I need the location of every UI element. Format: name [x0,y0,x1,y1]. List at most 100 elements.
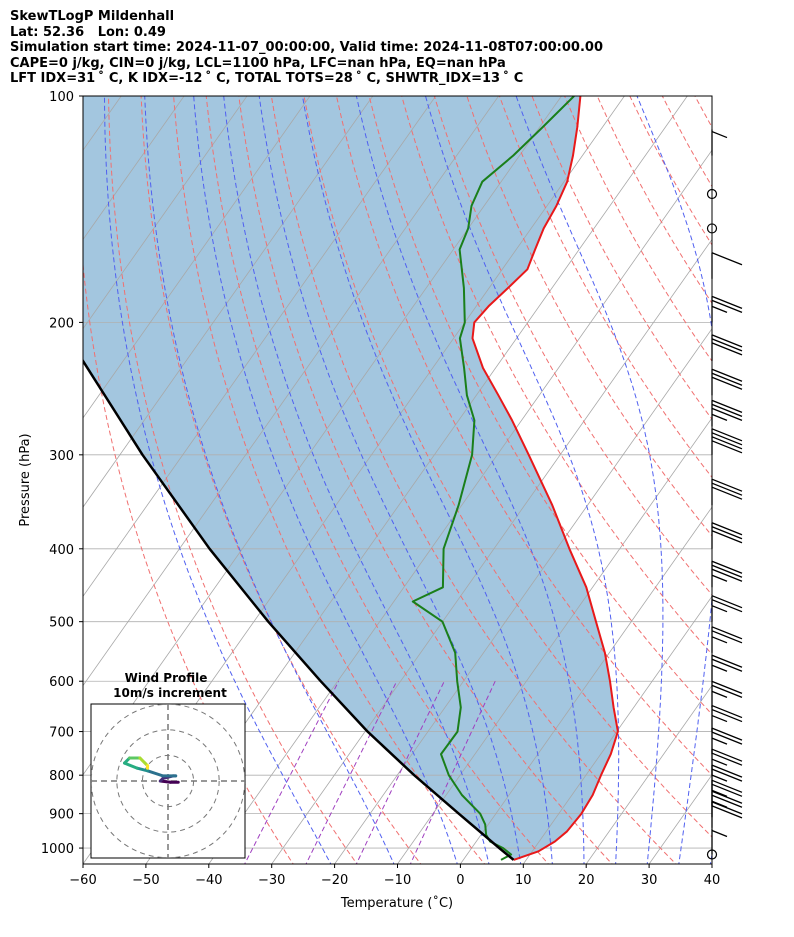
dry-adiabat-line [596,96,712,304]
barb-half [711,690,728,698]
wind-barb [711,560,743,588]
barb-flag [711,783,743,797]
cape-line: CAPE=0 j/kg, CIN=0 j/kg, LCL=1100 hPa, L… [10,55,506,71]
hodograph-ring [116,729,220,833]
barb-half [711,130,728,139]
x-tick-label: 20 [578,873,595,888]
barb-flag [711,295,743,309]
dry-adiabat-line [140,96,422,864]
y-tick-label: 600 [49,675,74,690]
cape-cin-shading [83,96,618,860]
mixing-ratio-line [355,680,445,864]
x-tick-label: −60 [69,873,96,888]
dry-adiabat-line [83,259,294,864]
dry-adiabat-line [760,96,794,867]
wind-barb [711,252,743,279]
barb-flag [711,530,743,544]
y-tick-label: 900 [49,808,74,823]
chart-title: SkewTLogP Mildenhall [10,9,175,24]
barb-flag [711,568,743,582]
barb-flag [711,482,743,496]
isotherm-line [83,96,248,330]
wind-barb [706,223,718,234]
dry-adiabat-line [270,96,677,864]
x-tick-label: 10 [515,873,532,888]
barb-flag [711,478,743,492]
x-tick-label: −20 [321,873,348,888]
barb-flag [711,790,743,804]
wind-barb [706,188,718,200]
barb-flag [711,779,743,793]
barb-flag [711,338,743,352]
barb-half [711,758,728,766]
temperature-line [471,96,619,861]
moist-adiabat-line [223,96,490,864]
axes: −60 −50 −40 −30 −20 −10 0 10 20 30 40 100 200 300 400 5… [41,90,720,888]
barb-flag [711,342,743,356]
dry-adiabat-line [205,96,549,864]
barb-flag [711,486,743,500]
barb-flag [711,376,743,390]
x-tick-label: 30 [641,873,658,888]
barb-flag [711,658,743,672]
wind-barb [711,295,743,323]
x-tick-label: −30 [258,873,285,888]
dry-adiabat-line [433,96,712,596]
isotherm-line [648,774,712,864]
barb-half [711,605,728,613]
y-tick-label: 200 [49,316,74,331]
barb-flag [711,560,743,574]
location-line: Lat: 52.36 Lon: 0.49 [10,24,166,40]
barb-flag [711,428,743,442]
isotherm-line [0,83,68,867]
isotherm-line [711,863,712,864]
mixing-ratio-line [305,680,398,864]
barb-half [711,829,728,838]
moist-adiabat-line [144,96,395,864]
barb-half [711,574,728,582]
isotherm-line [334,327,712,864]
y-tick-label: 500 [49,616,74,631]
chart-header: SkewTLogP Mildenhall Lat: 52.36 Lon: 0.4… [10,9,603,87]
inset-title: Wind Profile [125,671,208,685]
dry-adiabat-line [108,96,358,864]
wind-barb [711,334,743,361]
wind-barb [711,478,743,506]
time-line: Simulation start time: 2024-11-07_00:00:… [10,40,603,56]
mixing-ratio-line [244,680,340,864]
isotherm-line [83,96,374,508]
dry-adiabat-line [498,96,712,479]
y-tick-label: 300 [49,449,74,464]
wind-barb [711,368,743,396]
isotherm-line [83,96,500,687]
x-tick-label: −50 [132,873,159,888]
barb-flag [711,748,743,762]
hodograph-segment [135,766,150,773]
barb-flag [711,731,743,745]
isotherm-line [83,96,311,419]
wind-barb [711,129,728,156]
index-line: LFT IDX=31 ˚ C, K IDX=-12 ˚ C, TOTAL TOT… [10,71,524,87]
barb-flag [711,334,743,348]
barb-flag [711,432,743,446]
plot-area [0,83,794,867]
barb-half [711,789,728,797]
isotherm-line [208,149,712,864]
x-tick-label: 40 [704,873,721,888]
barb-half [711,714,728,723]
x-axis-label: Temperature (˚C) [340,895,453,911]
barb-flag [711,595,743,609]
isotherm-line [459,506,712,864]
dry-adiabat-line [303,96,712,838]
barb-flag [711,727,743,741]
moist-adiabat-line [741,96,794,867]
isotherm-line [271,238,712,864]
dewpoint-line [411,96,575,861]
moist-adiabat-line [104,96,332,864]
y-tick-label: 400 [49,543,74,558]
calm-circle [706,188,718,200]
barb-flag [711,752,743,766]
calm-circle [706,849,718,860]
barb-flag [711,805,743,819]
